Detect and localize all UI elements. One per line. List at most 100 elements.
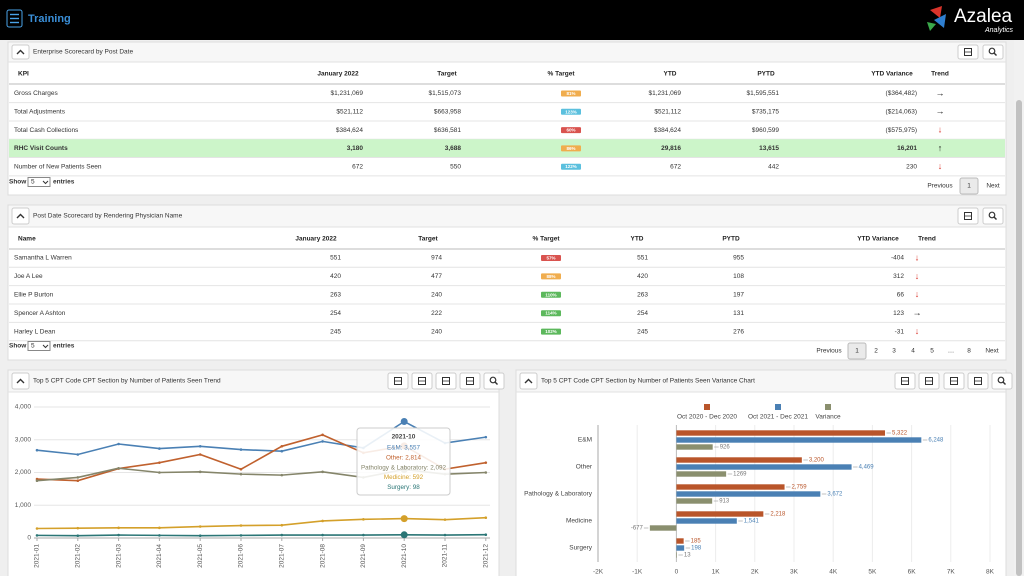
collapse-button[interactable] bbox=[519, 372, 538, 390]
point bbox=[321, 433, 324, 437]
legend-swatch bbox=[825, 404, 831, 410]
collapse-button[interactable] bbox=[11, 207, 30, 225]
column-header[interactable]: PYTD bbox=[757, 71, 775, 78]
top-bar bbox=[0, 0, 1024, 40]
column-header[interactable]: YTD bbox=[664, 71, 677, 78]
cell: Harley L Dean bbox=[14, 328, 56, 335]
x-tick-label: 5K bbox=[868, 569, 877, 576]
percent-label: 81% bbox=[566, 91, 575, 96]
page-link[interactable]: Next bbox=[986, 183, 1000, 190]
percent-badge bbox=[541, 291, 561, 298]
percent-badge bbox=[561, 127, 581, 134]
bar bbox=[676, 457, 802, 463]
column-header[interactable]: Target bbox=[437, 71, 457, 78]
point bbox=[280, 473, 284, 477]
percent-label: 57% bbox=[546, 255, 555, 260]
column-header[interactable]: Target bbox=[418, 236, 438, 243]
y-tick-label: 4,000 bbox=[15, 404, 32, 411]
page-link[interactable]: 2 bbox=[874, 348, 878, 355]
point bbox=[239, 524, 243, 527]
trend-arrow: → bbox=[913, 308, 922, 318]
length-select[interactable] bbox=[27, 341, 51, 351]
percent-label: 88% bbox=[546, 274, 555, 279]
legend-label[interactable]: Oct 2020 - Dec 2020 bbox=[677, 414, 737, 421]
collapse-icon bbox=[16, 378, 25, 384]
point bbox=[198, 445, 202, 448]
column-header[interactable]: YTD Variance bbox=[857, 236, 899, 243]
point bbox=[198, 534, 202, 538]
column-header[interactable]: YTD bbox=[631, 236, 644, 243]
legend-label[interactable]: Oct 2021 - Dec 2021 bbox=[748, 414, 808, 421]
x-tick-label: 2021-06 bbox=[238, 544, 245, 568]
percent-badge bbox=[541, 310, 561, 317]
column-header[interactable]: January 2022 bbox=[295, 236, 337, 243]
page-link[interactable]: 1 bbox=[855, 348, 859, 355]
cell: $1,515,073 bbox=[428, 90, 461, 97]
point bbox=[321, 440, 324, 443]
percent-label: 102% bbox=[545, 329, 557, 334]
value-label: 4,469 bbox=[859, 465, 875, 471]
column-header[interactable]: % Target bbox=[548, 71, 576, 78]
page-link[interactable]: Previous bbox=[816, 348, 842, 355]
percent-badge bbox=[561, 108, 581, 115]
trend-arrow: ↓ bbox=[915, 289, 920, 299]
panel bbox=[7, 204, 1007, 361]
page-link[interactable]: 3 bbox=[892, 348, 896, 355]
column-header[interactable]: Trend bbox=[918, 236, 936, 243]
cell: 66 bbox=[897, 292, 905, 299]
tooltip-item: Surgery: 98 bbox=[387, 484, 420, 491]
column-header[interactable]: KPI bbox=[18, 71, 29, 78]
page-link[interactable]: … bbox=[948, 348, 955, 355]
collapse-button[interactable] bbox=[11, 44, 30, 60]
tool-button[interactable] bbox=[991, 372, 1013, 390]
length-select[interactable] bbox=[27, 177, 51, 187]
column-header[interactable]: Trend bbox=[931, 71, 949, 78]
page-link[interactable]: Next bbox=[985, 348, 999, 355]
point bbox=[117, 442, 120, 446]
bar bbox=[676, 471, 727, 477]
cell: 672 bbox=[352, 163, 363, 170]
scrollbar-thumb[interactable] bbox=[1016, 100, 1022, 576]
collapse-button[interactable] bbox=[11, 372, 30, 390]
cell: ($575,975) bbox=[886, 127, 917, 134]
x-tick-label: 2021-01 bbox=[34, 544, 41, 568]
y-tick-label: 3,000 bbox=[15, 436, 32, 443]
point bbox=[35, 527, 39, 530]
page-link[interactable]: 5 bbox=[930, 348, 934, 355]
column-header[interactable]: YTD Variance bbox=[871, 71, 913, 78]
column-header[interactable]: % Target bbox=[533, 236, 561, 243]
point bbox=[484, 461, 488, 464]
search-icon bbox=[988, 211, 996, 219]
cell: -31 bbox=[895, 328, 905, 335]
column-header[interactable]: January 2022 bbox=[317, 71, 359, 78]
cell: 108 bbox=[733, 273, 744, 280]
select-caret bbox=[42, 180, 49, 185]
page-link[interactable]: 1 bbox=[967, 183, 971, 190]
point bbox=[400, 418, 408, 426]
x-tick-label: 2021-12 bbox=[483, 544, 490, 568]
tool-button[interactable] bbox=[982, 207, 1004, 225]
trend-arrow: → bbox=[936, 106, 945, 116]
bar bbox=[676, 437, 922, 443]
cell: 254 bbox=[330, 310, 341, 317]
point bbox=[280, 523, 284, 527]
x-tick-label: 2021-10 bbox=[401, 544, 408, 568]
page-link[interactable]: 4 bbox=[911, 348, 915, 355]
value-label: 3,200 bbox=[809, 458, 825, 464]
search-icon bbox=[993, 216, 997, 220]
cell: 420 bbox=[330, 273, 341, 280]
tool-button[interactable] bbox=[982, 44, 1004, 60]
point bbox=[76, 479, 80, 482]
tooltip-item: Medicine: 592 bbox=[384, 474, 424, 481]
panel-title: Enterprise Scorecard by Post Date bbox=[33, 49, 133, 56]
column-header[interactable]: PYTD bbox=[722, 236, 740, 243]
tool-button[interactable] bbox=[483, 372, 505, 390]
point bbox=[400, 531, 408, 539]
page-link[interactable]: Previous bbox=[927, 183, 953, 190]
page-link[interactable]: 8 bbox=[967, 348, 971, 355]
column-header[interactable]: Name bbox=[18, 236, 36, 243]
y-tick-label: 0 bbox=[27, 535, 31, 542]
menu-button[interactable] bbox=[6, 9, 23, 28]
category-label: Other bbox=[576, 464, 593, 471]
legend-label[interactable]: Variance bbox=[815, 414, 841, 421]
